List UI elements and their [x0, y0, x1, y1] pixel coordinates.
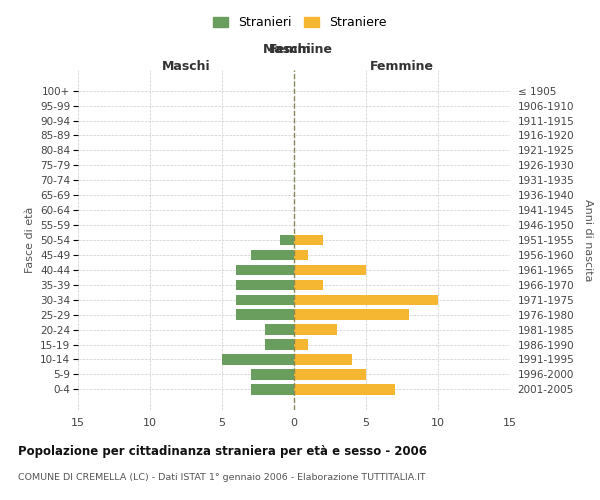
Bar — [236, 294, 294, 305]
Bar — [294, 324, 337, 335]
Bar — [251, 250, 294, 260]
Bar — [294, 235, 323, 245]
Bar — [294, 354, 352, 364]
Bar — [265, 340, 294, 349]
Bar — [251, 384, 294, 394]
Y-axis label: Fasce di età: Fasce di età — [25, 207, 35, 273]
Bar — [294, 264, 366, 275]
Bar — [294, 340, 308, 349]
Bar — [294, 294, 438, 305]
Bar — [294, 250, 308, 260]
Bar — [222, 354, 294, 364]
Bar — [294, 280, 323, 290]
Text: COMUNE DI CREMELLA (LC) - Dati ISTAT 1° gennaio 2006 - Elaborazione TUTTITALIA.I: COMUNE DI CREMELLA (LC) - Dati ISTAT 1° … — [18, 472, 425, 482]
Bar — [294, 310, 409, 320]
Text: Maschi: Maschi — [161, 60, 211, 73]
Bar — [251, 369, 294, 380]
Text: Femmine: Femmine — [370, 60, 434, 73]
Legend: Stranieri, Straniere: Stranieri, Straniere — [208, 11, 392, 34]
Text: Popolazione per cittadinanza straniera per età e sesso - 2006: Popolazione per cittadinanza straniera p… — [18, 445, 427, 458]
Text: Femmine: Femmine — [269, 44, 333, 57]
Bar — [294, 369, 366, 380]
Bar — [280, 235, 294, 245]
Bar — [236, 264, 294, 275]
Bar — [294, 384, 395, 394]
Bar — [265, 324, 294, 335]
Bar — [236, 280, 294, 290]
Bar — [236, 310, 294, 320]
Y-axis label: Anni di nascita: Anni di nascita — [583, 198, 593, 281]
Text: Maschi: Maschi — [262, 44, 311, 57]
